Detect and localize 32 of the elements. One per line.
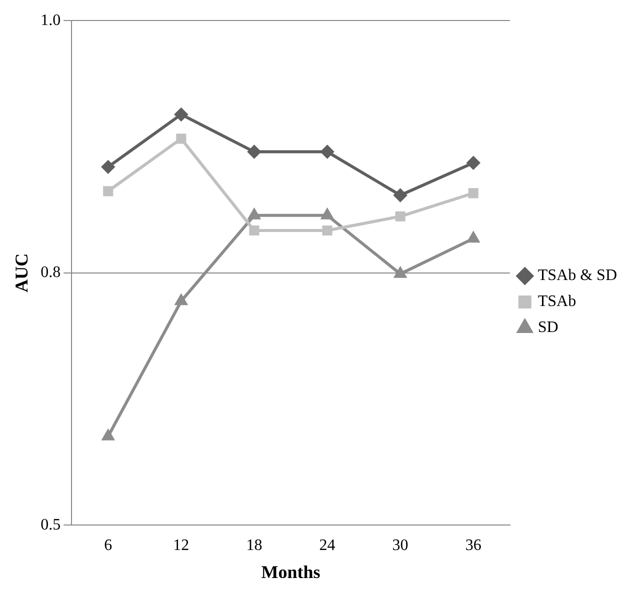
legend-label: SD (538, 319, 558, 336)
y-tick-label: 0.5 (40, 516, 61, 534)
point (468, 232, 480, 243)
y-axis-title: AUC (11, 253, 32, 292)
x-tick-label: 30 (392, 537, 408, 554)
point (102, 160, 115, 174)
point (320, 145, 334, 158)
x-tick-label: 24 (319, 537, 336, 554)
point (466, 156, 480, 170)
y-tick-label: 1.0 (40, 12, 61, 29)
point (176, 134, 186, 144)
x-tick-label: 6 (104, 537, 112, 554)
point (322, 225, 332, 236)
x-tick-label: 12 (173, 537, 190, 554)
point (321, 208, 334, 220)
point (174, 108, 188, 121)
point (248, 208, 260, 220)
x-tick-label: 18 (246, 537, 262, 554)
point (249, 225, 260, 236)
point (394, 267, 406, 278)
x-tick-label: 36 (465, 537, 482, 554)
y-tick-label: 0.8 (40, 264, 61, 282)
x-axis-title: Months (261, 562, 320, 582)
legend-label: TSAb (538, 293, 576, 310)
point (394, 188, 407, 202)
point (175, 294, 187, 306)
point (248, 145, 261, 158)
point (468, 188, 478, 198)
point (395, 211, 406, 222)
point (103, 186, 114, 196)
point (102, 430, 114, 440)
legend-label: TSAb & SD (538, 267, 617, 284)
